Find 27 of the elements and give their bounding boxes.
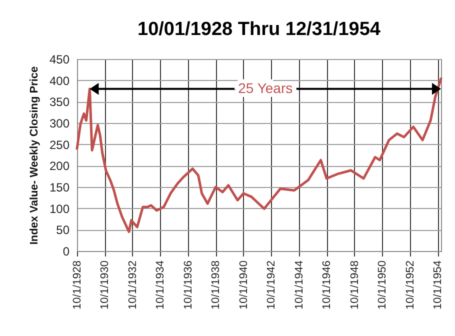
y-tick-label: 400 <box>49 74 70 88</box>
chart-title: 10/01/1928 Thru 12/31/1954 <box>138 19 381 40</box>
y-tick-label: 100 <box>49 202 70 216</box>
x-tick-label: 10/1/1938 <box>210 260 222 310</box>
x-tick-label: 10/1/1948 <box>348 260 361 310</box>
x-tick-label: 10/1/1930 <box>99 260 112 310</box>
y-tick-label: 150 <box>49 180 70 194</box>
x-tick-label: 10/1/1954 <box>432 260 444 310</box>
y-tick-label: 200 <box>49 159 70 174</box>
x-tick-label: 10/1/1942 <box>266 260 278 310</box>
line-series <box>76 77 442 234</box>
y-tick-label: 250 <box>49 138 70 152</box>
y-tick-label: 450 <box>49 52 70 66</box>
x-tick-label: 10/1/1952 <box>404 260 416 310</box>
x-tick-label: 10/1/1932 <box>126 260 139 310</box>
y-tick-label: 300 <box>49 116 70 130</box>
x-tick-label: 10/1/1936 <box>182 260 194 310</box>
y-axis-title: Index Value- Weekly Closing Price <box>28 66 40 245</box>
x-tick-label: 10/1/1934 <box>154 260 167 310</box>
x-tick-label: 10/1/1940 <box>238 260 250 310</box>
x-tick-label: 10/1/1944 <box>293 260 306 310</box>
y-tick-label: 350 <box>49 95 70 110</box>
x-tick-label: 10/1/1950 <box>376 260 389 310</box>
x-tick-label: 10/1/1946 <box>321 260 334 310</box>
y-tick-label: 50 <box>56 223 70 238</box>
y-tick-label: 0 <box>62 244 70 258</box>
x-tick-label: 10/1/1928 <box>72 260 84 310</box>
